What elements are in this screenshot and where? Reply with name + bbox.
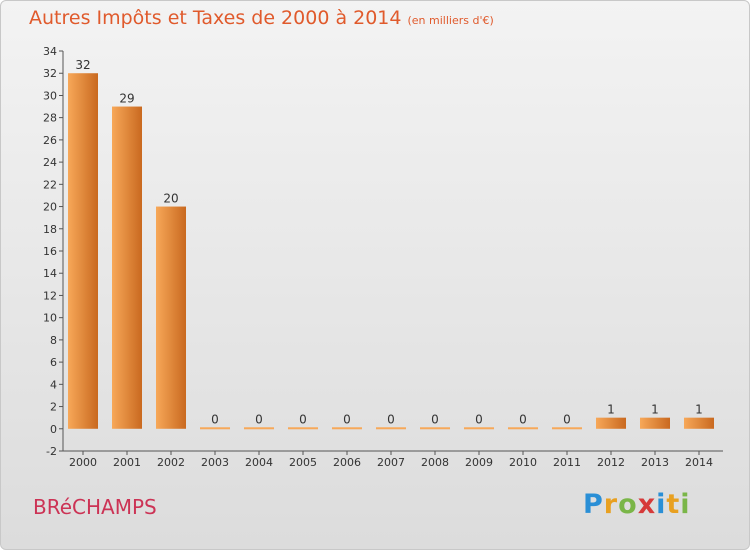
data-label: 0 (211, 412, 219, 426)
data-label: 0 (387, 412, 395, 426)
y-tick-label: 10 (43, 312, 57, 325)
x-tick-label: 2010 (509, 456, 537, 469)
x-tick-label: 2012 (597, 456, 625, 469)
bar (376, 427, 406, 430)
x-tick-label: 2013 (641, 456, 669, 469)
data-label: 0 (563, 412, 571, 426)
y-tick-label: 8 (50, 334, 57, 347)
y-tick-label: 12 (43, 289, 57, 302)
y-tick-label: 2 (50, 401, 57, 414)
y-tick-label: 26 (43, 134, 57, 147)
data-label: 0 (475, 412, 483, 426)
x-tick-label: 2006 (333, 456, 361, 469)
data-labels: 32 29 20 0 0 0 0 0 0 0 0 0 1 1 1 (75, 58, 702, 426)
y-tick-label: 22 (43, 178, 57, 191)
logo-letter: x (637, 489, 657, 520)
bar (508, 427, 538, 430)
x-tick-label: 2002 (157, 456, 185, 469)
unit-note: (en milliers d'€) (407, 14, 494, 27)
proxiti-logo[interactable]: Proxiti (583, 489, 691, 520)
logo-letter: t (666, 489, 681, 520)
y-tick-label: -2 (46, 445, 57, 458)
chart-title: Autres Impôts et Taxes de 2000 à 2014 (en… (29, 7, 494, 29)
logo-letter: o (618, 489, 638, 520)
bar (244, 427, 274, 430)
x-tick-label: 2014 (685, 456, 713, 469)
y-tick-label: 0 (50, 423, 57, 436)
bar (596, 417, 626, 429)
x-tick-label: 2009 (465, 456, 493, 469)
bar (464, 427, 494, 430)
bar (552, 427, 582, 430)
y-tick-label: 32 (43, 67, 57, 80)
x-tick-label: 2005 (289, 456, 317, 469)
bar (420, 427, 450, 430)
bar (200, 427, 230, 430)
y-tick-label: 28 (43, 112, 57, 125)
data-label: 0 (299, 412, 307, 426)
y-tick-label: 30 (43, 89, 57, 102)
logo-letter: i (680, 489, 691, 520)
x-tick-label: 2004 (245, 456, 273, 469)
data-label: 29 (119, 92, 134, 106)
y-tick-label: 20 (43, 201, 57, 214)
bar (112, 106, 142, 429)
logo-letter: P (583, 489, 604, 520)
data-label: 1 (651, 403, 659, 417)
bar (68, 73, 98, 429)
bar (684, 417, 714, 429)
bar (156, 206, 186, 429)
data-label: 20 (163, 192, 178, 206)
bar (640, 417, 670, 429)
data-label: 0 (343, 412, 351, 426)
data-label: 1 (607, 403, 615, 417)
bar (288, 427, 318, 430)
y-tick-label: 18 (43, 223, 57, 236)
commune-name: BRéCHAMPS (33, 495, 157, 519)
y-tick-label: 14 (43, 267, 57, 280)
y-tick-label: 16 (43, 245, 57, 258)
y-tick-label: 6 (50, 356, 57, 369)
data-label: 32 (75, 58, 90, 72)
y-tick-label: 4 (50, 378, 57, 391)
data-label: 1 (695, 403, 703, 417)
logo-letter: i (656, 489, 667, 520)
chart-title-text: Autres Impôts et Taxes de 2000 à 2014 (29, 7, 402, 29)
x-tick-label: 2001 (113, 456, 141, 469)
y-tick-label: 34 (43, 45, 57, 58)
x-tick-label: 2008 (421, 456, 449, 469)
data-label: 0 (255, 412, 263, 426)
data-label: 0 (519, 412, 527, 426)
x-tick-label: 2011 (553, 456, 581, 469)
logo-letter: r (603, 489, 619, 520)
bars (68, 73, 714, 430)
y-tick-label: 24 (43, 156, 57, 169)
x-tick-label: 2003 (201, 456, 229, 469)
x-tick-label: 2000 (69, 456, 97, 469)
data-label: 0 (431, 412, 439, 426)
x-tick-label: 2007 (377, 456, 405, 469)
bar (332, 427, 362, 430)
